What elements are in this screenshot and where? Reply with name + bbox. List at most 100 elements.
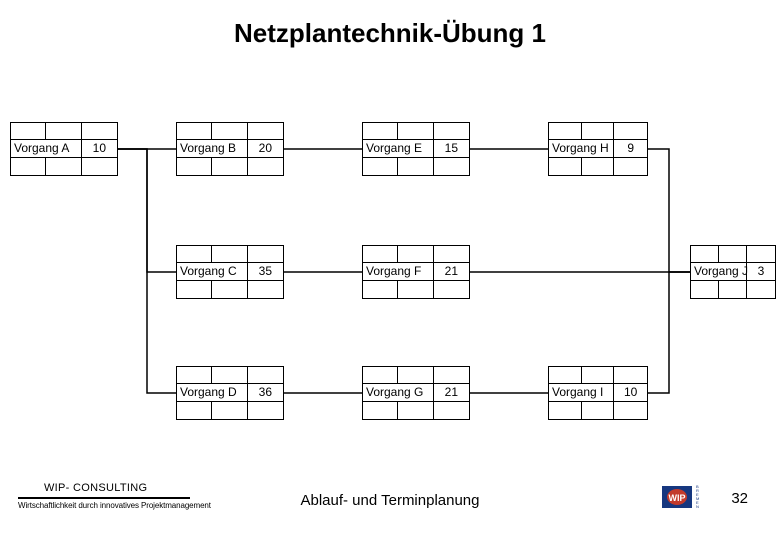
- node-label: Vorgang G: [363, 384, 434, 401]
- node-cell-bot-3: [434, 158, 469, 175]
- node-cell-top-1: [549, 123, 582, 140]
- node-cell-top-3: [248, 123, 283, 140]
- node-cell-bot-2: [212, 158, 247, 175]
- node-cell-top-2: [398, 123, 433, 140]
- node-duration: 36: [248, 384, 283, 401]
- footer-logo: WIP B R E M E N: [662, 482, 706, 512]
- node-duration: 3: [747, 263, 775, 280]
- node-cell-top-2: [398, 367, 433, 384]
- node-duration: 20: [248, 140, 283, 157]
- node-cell-bot-2: [398, 158, 433, 175]
- node-cell-top-1: [363, 367, 398, 384]
- node-cell-bot-1: [363, 158, 398, 175]
- edge-A-C: [118, 149, 176, 272]
- node-label: Vorgang F: [363, 263, 434, 280]
- node-cell-top-1: [177, 123, 212, 140]
- node-duration: 35: [248, 263, 283, 280]
- node-cell-bot-2: [398, 281, 433, 298]
- node-cell-top-2: [582, 123, 615, 140]
- node-cell-top-2: [46, 123, 81, 140]
- node-cell-bot-1: [549, 158, 582, 175]
- node-cell-top-1: [549, 367, 582, 384]
- node-cell-top-3: [248, 246, 283, 263]
- node-cell-top-2: [212, 367, 247, 384]
- node-A: Vorgang A10: [10, 122, 118, 176]
- node-cell-top-1: [363, 246, 398, 263]
- node-cell-bot-2: [582, 402, 615, 419]
- node-J: Vorgang J3: [690, 245, 776, 299]
- node-cell-bot-1: [177, 281, 212, 298]
- node-cell-top-1: [177, 246, 212, 263]
- node-B: Vorgang B20: [176, 122, 284, 176]
- node-cell-bot-1: [691, 281, 719, 298]
- node-label: Vorgang A: [11, 140, 82, 157]
- node-label: Vorgang B: [177, 140, 248, 157]
- node-cell-bot-3: [614, 402, 647, 419]
- edge-A-D: [118, 149, 176, 393]
- node-cell-bot-1: [549, 402, 582, 419]
- node-cell-bot-2: [46, 158, 81, 175]
- node-cell-top-3: [434, 246, 469, 263]
- node-cell-top-2: [582, 367, 615, 384]
- svg-text:WIP: WIP: [669, 493, 686, 503]
- node-cell-bot-3: [248, 281, 283, 298]
- node-cell-bot-1: [363, 402, 398, 419]
- node-label: Vorgang D: [177, 384, 248, 401]
- node-cell-bot-2: [212, 402, 247, 419]
- node-cell-bot-3: [747, 281, 775, 298]
- node-cell-top-3: [614, 123, 647, 140]
- node-cell-bot-2: [719, 281, 747, 298]
- footer: WIP- CONSULTING Wirtschaftlichkeit durch…: [0, 482, 780, 540]
- node-duration: 10: [82, 140, 117, 157]
- node-cell-top-1: [691, 246, 719, 263]
- node-label: Vorgang I: [549, 384, 614, 401]
- node-cell-bot-3: [434, 281, 469, 298]
- diagram-canvas: Vorgang A10Vorgang B20Vorgang C35Vorgang…: [0, 0, 780, 540]
- node-cell-bot-1: [177, 402, 212, 419]
- node-cell-bot-3: [248, 402, 283, 419]
- node-I: Vorgang I10: [548, 366, 648, 420]
- node-C: Vorgang C35: [176, 245, 284, 299]
- node-F: Vorgang F21: [362, 245, 470, 299]
- node-cell-bot-1: [177, 158, 212, 175]
- node-label: Vorgang J: [691, 263, 747, 280]
- node-duration: 10: [614, 384, 647, 401]
- node-cell-top-3: [82, 123, 117, 140]
- node-cell-top-1: [363, 123, 398, 140]
- node-H: Vorgang H9: [548, 122, 648, 176]
- node-cell-bot-1: [11, 158, 46, 175]
- node-cell-bot-2: [582, 158, 615, 175]
- node-duration: 9: [614, 140, 647, 157]
- node-cell-top-2: [398, 246, 433, 263]
- node-cell-top-2: [719, 246, 747, 263]
- node-label: Vorgang E: [363, 140, 434, 157]
- node-cell-bot-1: [363, 281, 398, 298]
- node-G: Vorgang G21: [362, 366, 470, 420]
- node-cell-bot-3: [82, 158, 117, 175]
- node-E: Vorgang E15: [362, 122, 470, 176]
- node-label: Vorgang H: [549, 140, 614, 157]
- page-number: 32: [731, 490, 748, 507]
- node-cell-top-3: [434, 367, 469, 384]
- node-cell-top-3: [434, 123, 469, 140]
- node-cell-bot-3: [614, 158, 647, 175]
- node-duration: 21: [434, 263, 469, 280]
- edge-I-J: [648, 272, 690, 393]
- node-cell-top-3: [614, 367, 647, 384]
- node-duration: 21: [434, 384, 469, 401]
- node-cell-bot-3: [248, 158, 283, 175]
- node-cell-bot-2: [212, 281, 247, 298]
- node-cell-bot-3: [434, 402, 469, 419]
- svg-text:N: N: [696, 504, 699, 509]
- node-cell-top-2: [212, 246, 247, 263]
- node-cell-bot-2: [398, 402, 433, 419]
- node-cell-top-1: [177, 367, 212, 384]
- node-cell-top-3: [248, 367, 283, 384]
- node-cell-top-3: [747, 246, 775, 263]
- node-D: Vorgang D36: [176, 366, 284, 420]
- node-duration: 15: [434, 140, 469, 157]
- node-label: Vorgang C: [177, 263, 248, 280]
- node-cell-top-2: [212, 123, 247, 140]
- node-cell-top-1: [11, 123, 46, 140]
- edge-H-J: [648, 149, 690, 272]
